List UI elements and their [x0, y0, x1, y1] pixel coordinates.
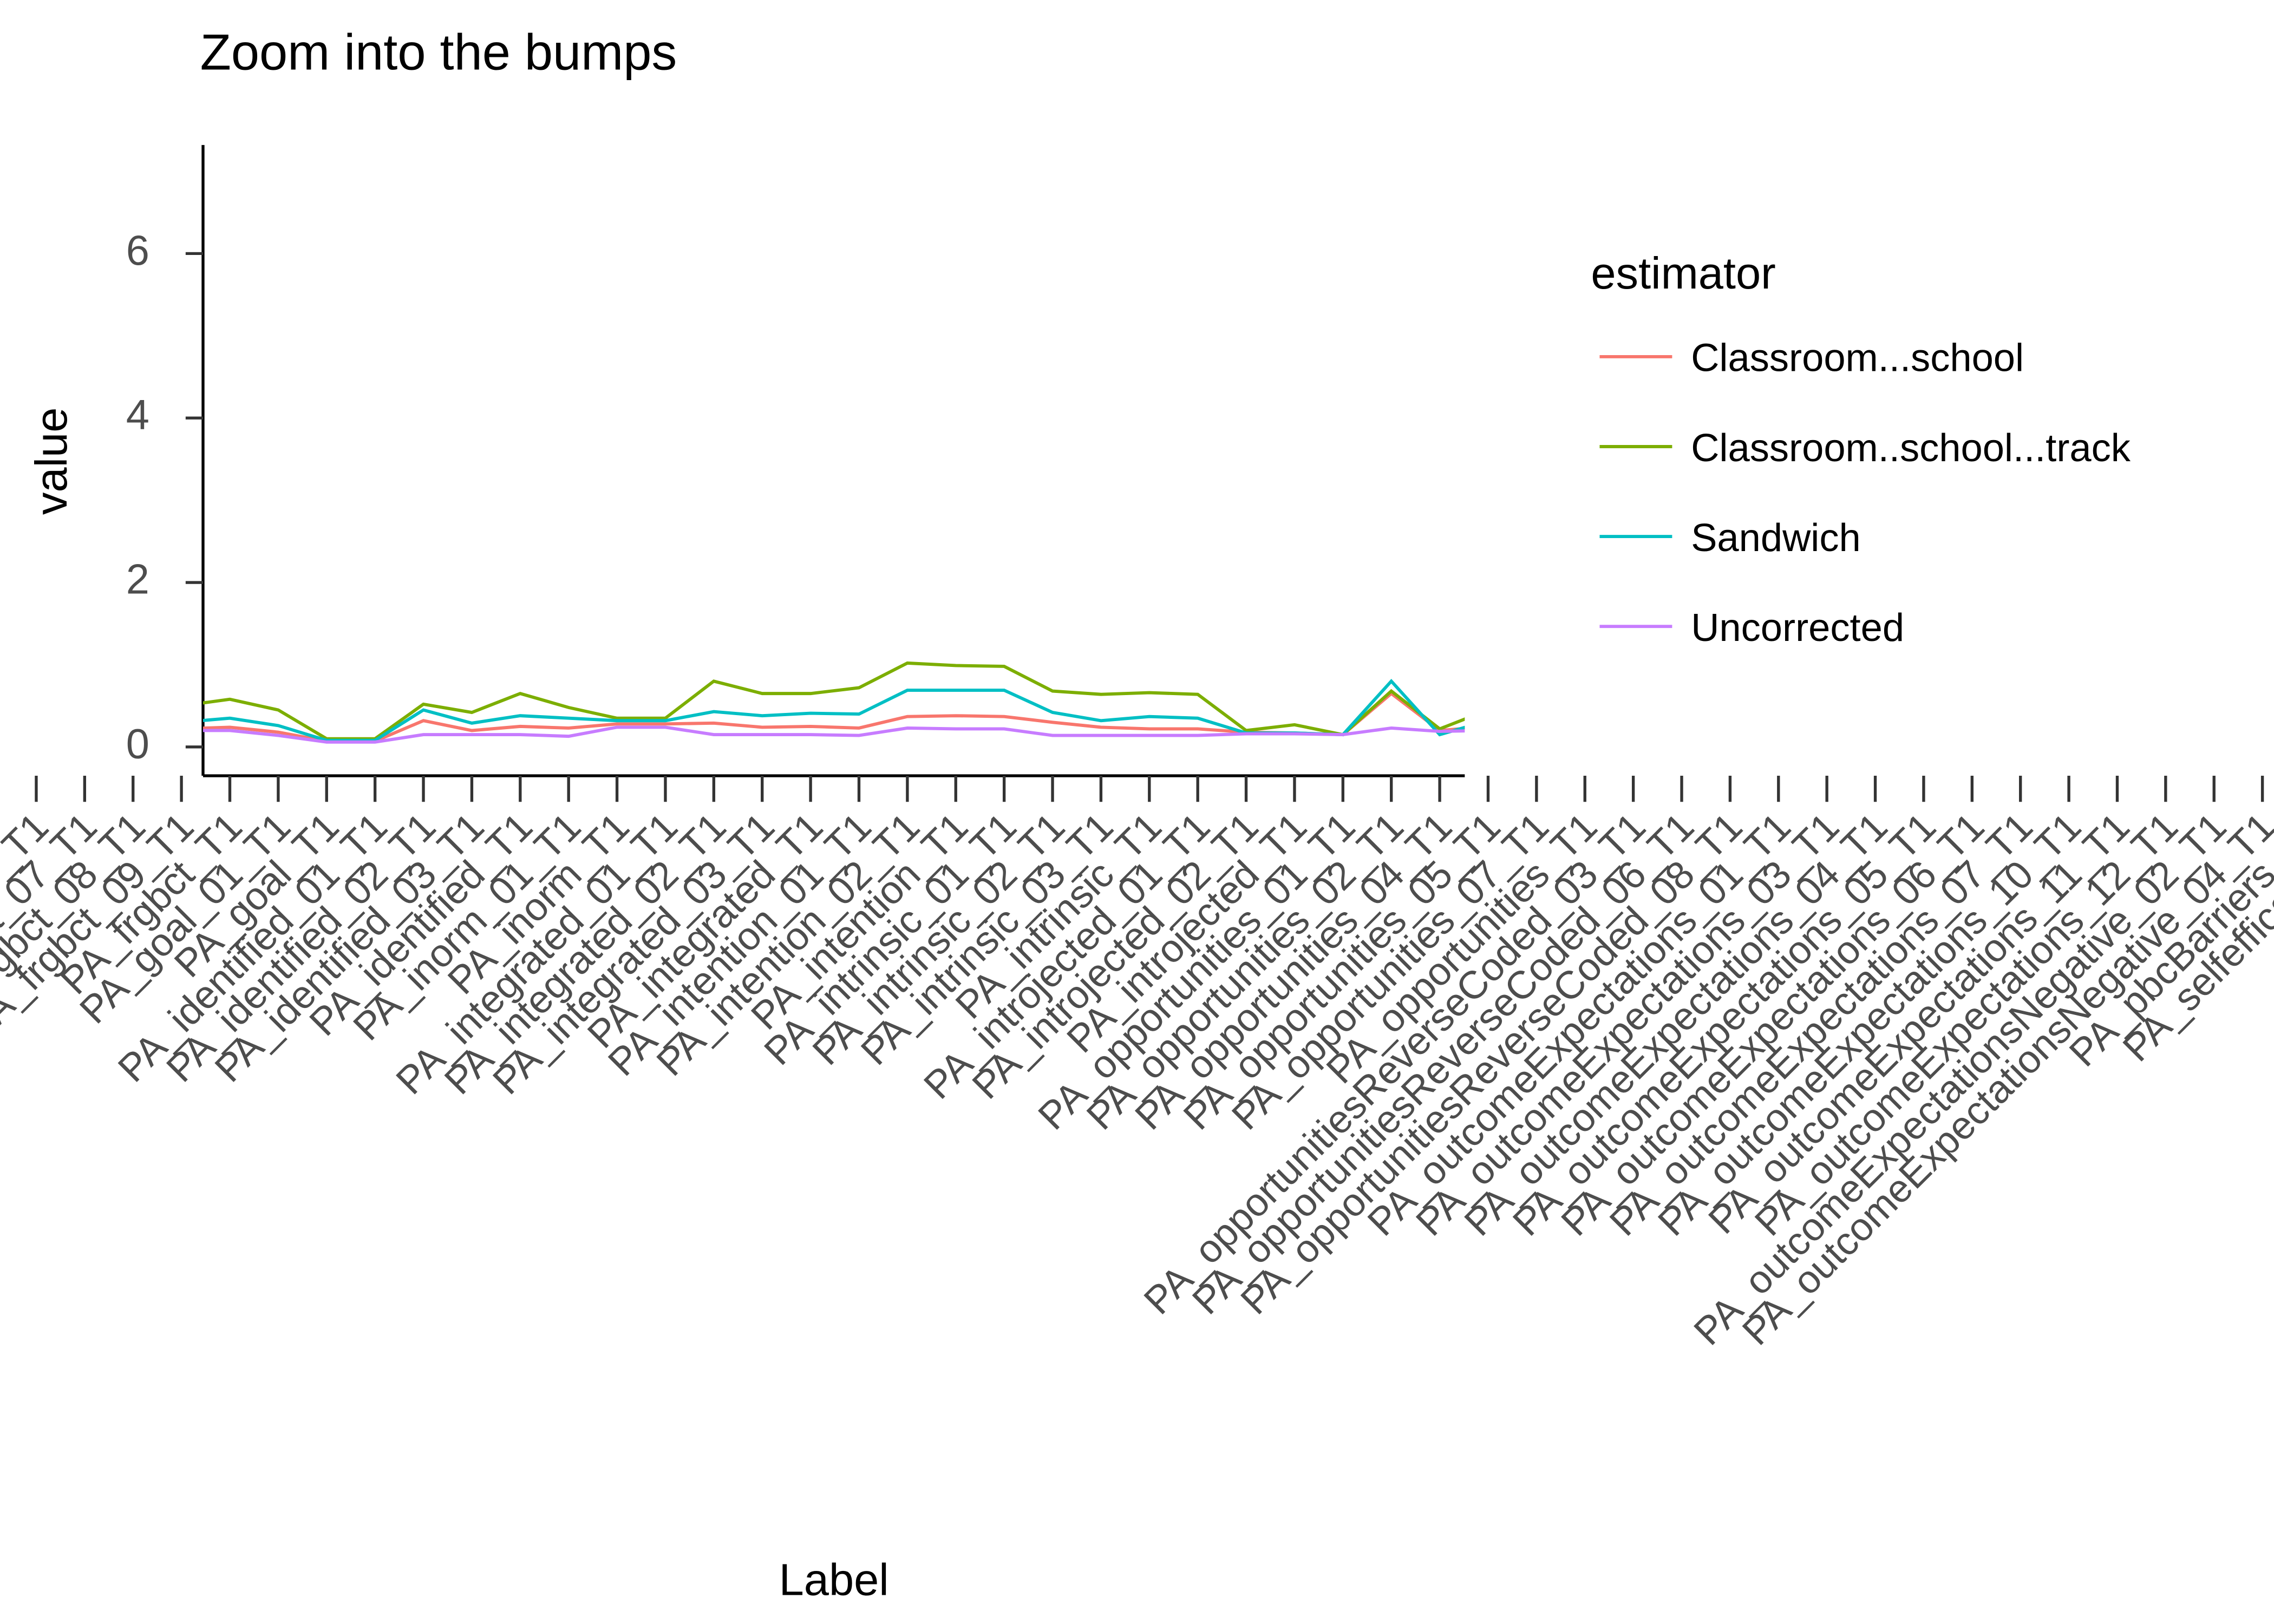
y-tick-label: 4	[126, 392, 149, 438]
legend-label: Classroom...school	[1691, 337, 2024, 380]
legend-label: Uncorrected	[1691, 606, 1904, 650]
x-axis-title: Label	[779, 1554, 889, 1605]
legend-label: Sandwich	[1691, 516, 1861, 560]
series-line	[203, 725, 1465, 744]
chart-title: Zoom into the bumps	[200, 24, 677, 81]
legend-label: Classroom..school...track	[1691, 427, 2131, 470]
series-line	[203, 661, 1465, 741]
plot-lines	[203, 661, 1465, 744]
y-axis-title: value	[26, 408, 76, 515]
y-tick-label: 2	[126, 556, 149, 603]
y-tick-label: 6	[126, 227, 149, 274]
y-tick-label: 0	[126, 721, 149, 767]
legend-title: estimator	[1591, 248, 1775, 298]
